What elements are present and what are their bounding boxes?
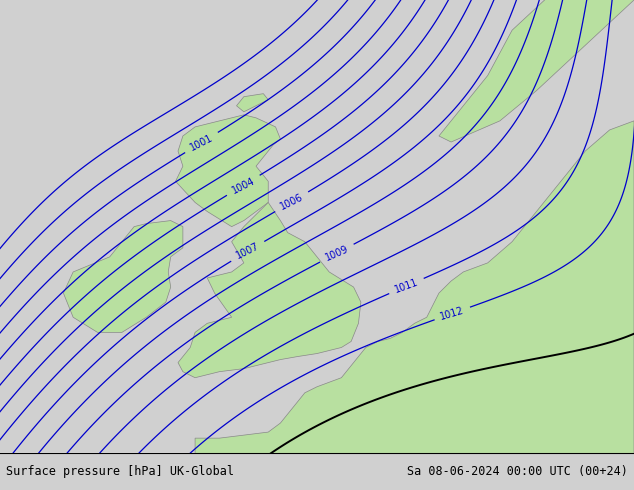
Polygon shape [176,115,280,226]
Text: 1011: 1011 [393,277,420,295]
Text: 1004: 1004 [230,175,257,196]
Text: 1007: 1007 [235,241,261,261]
Text: Surface pressure [hPa] UK-Global: Surface pressure [hPa] UK-Global [6,465,235,478]
Text: 1009: 1009 [323,244,350,263]
Polygon shape [178,202,361,378]
Polygon shape [195,121,634,453]
Polygon shape [63,220,183,332]
Text: 1012: 1012 [439,305,465,322]
Text: Sa 08-06-2024 00:00 UTC (00+24): Sa 08-06-2024 00:00 UTC (00+24) [407,465,628,478]
Polygon shape [236,94,268,112]
Polygon shape [439,0,634,142]
Text: 1001: 1001 [188,132,215,152]
Text: 1006: 1006 [278,192,305,212]
